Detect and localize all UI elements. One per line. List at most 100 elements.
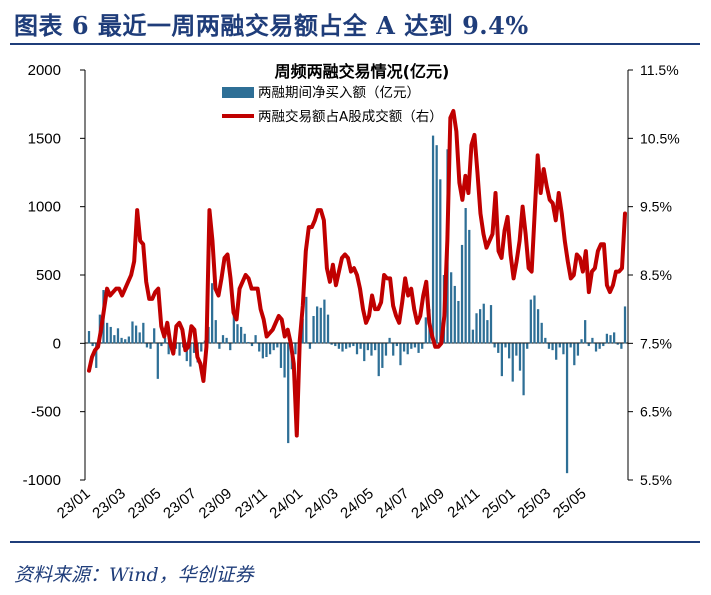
legend: 两融期间净买入额（亿元） 两融交易额占A股成交额（右） [222,85,443,125]
bar [493,343,496,348]
bar [355,343,359,355]
bar [250,343,254,347]
bar [243,333,246,344]
bar [388,337,391,344]
right-tick-label: 6.5% [640,404,672,420]
bar [479,309,482,344]
bar [435,145,438,344]
bar [232,311,235,344]
bar [399,343,402,366]
bar [265,343,268,357]
bar [287,343,290,444]
left-tick-label: 2000 [28,62,61,79]
bar [424,317,427,344]
bar [573,343,576,366]
bar [131,321,134,344]
bar [345,343,348,349]
x-tick-label: 24/09 [408,485,448,522]
bar [138,332,141,344]
bar [258,343,261,352]
bar [460,244,464,344]
line-series [87,109,627,438]
bar [471,329,475,344]
footer-rule [10,541,700,543]
bar [145,343,149,348]
bar [609,335,612,344]
bar [602,343,605,347]
bar [192,343,196,353]
bar [366,343,369,351]
x-tick-label: 24/07 [373,485,413,522]
bar [464,208,467,344]
header-rule [10,43,700,45]
bar [308,343,312,349]
bar [337,343,341,349]
bar [236,324,239,344]
bar [620,343,623,349]
bar [453,285,456,344]
bar [562,343,565,355]
bar [127,336,130,344]
bar [413,343,417,348]
left-tick-label: -1000 [23,472,61,489]
bar [421,343,424,349]
x-tick-label: 23/05 [125,485,165,522]
x-tick-label: 24/05 [337,485,377,522]
x-tick-label: 23/01 [54,485,94,522]
bar [91,343,94,347]
bar [95,343,98,368]
bar [283,343,286,378]
bar [584,320,587,344]
bar [272,343,275,351]
bar [261,343,264,359]
bar [323,299,326,344]
bar [105,322,109,344]
right-tick-label: 9.5% [640,199,672,215]
bar [497,343,500,353]
bar [221,335,225,344]
bar [149,343,152,349]
left-tick-label: 0 [53,335,61,352]
legend-swatch-bar [222,87,254,98]
bar [406,343,409,355]
left-tick-label: -500 [31,404,61,421]
bar [229,343,232,351]
x-tick-label: 23/11 [232,485,271,521]
bar [402,343,406,352]
x-tick-label: 23/03 [89,485,129,522]
bar [319,307,322,344]
x-tick-label: 24/01 [266,485,306,522]
bar [363,343,366,362]
x-tick-label: 24/03 [302,485,342,522]
bar [120,337,123,344]
bar [178,343,181,356]
bar [486,320,489,344]
x-tick-label: 25/03 [514,485,554,522]
left-tick-labels: 2000 1500 1000 500 0 -500 -1000 [23,62,85,489]
bar [294,343,297,355]
source-note: 资料来源：Wind，华创证券 [14,564,254,586]
bar [124,339,127,344]
bar [417,343,420,353]
bar [392,343,395,356]
bar [134,325,138,344]
bar [536,309,540,344]
bar [279,343,283,368]
bar [381,343,384,368]
bar [511,343,514,382]
bar [576,343,580,356]
bar [468,229,471,344]
bar [167,343,170,355]
x-tick-label: 23/09 [196,485,236,522]
x-tick-label: 23/07 [160,485,200,522]
bar [185,343,188,362]
bar [482,303,485,344]
bar [591,337,594,344]
bar [316,306,319,344]
bar [153,328,156,344]
bar [276,343,279,348]
legend-label-line: 两融交易额占A股成交额（右） [258,108,443,125]
bar [160,343,163,347]
right-tick-label: 8.5% [640,267,672,283]
